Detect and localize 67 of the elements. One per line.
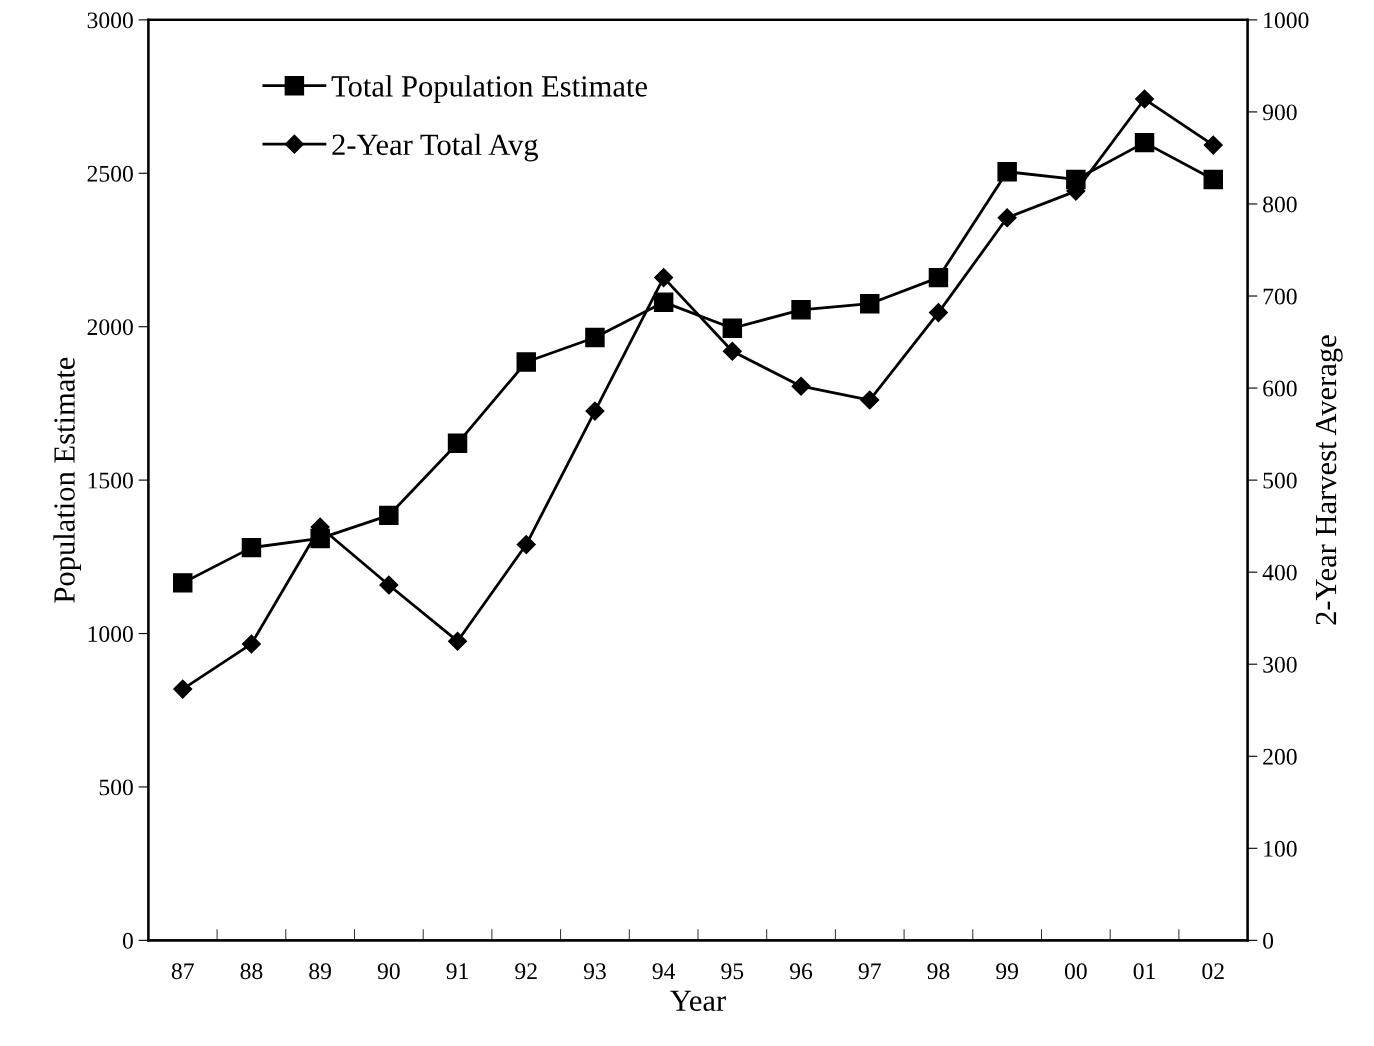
y2-tick-label: 900 (1262, 104, 1297, 121)
point (997, 208, 1017, 228)
legend-label: 2-Year Total Avg (332, 133, 539, 162)
y2-tick-label: 300 (1263, 656, 1297, 673)
point (860, 293, 880, 314)
x-tick-label: 95 (721, 963, 744, 980)
y2-tick-label: 700 (1263, 288, 1297, 305)
point (173, 573, 193, 593)
point (241, 634, 261, 654)
y-tick-label: 2500 (87, 165, 133, 182)
x-tick-label: 94 (652, 963, 676, 980)
x-tick-label: 97 (858, 963, 881, 980)
point (1135, 89, 1155, 109)
x-tick-label: 98 (927, 963, 950, 980)
point (928, 267, 949, 288)
x-tick-label: 02 (1202, 963, 1224, 980)
point (1203, 169, 1223, 190)
point (585, 327, 605, 348)
point (860, 390, 880, 410)
y2-tick-label: 100 (1264, 840, 1297, 857)
y-tick-label: 0 (122, 932, 133, 949)
point (722, 341, 742, 361)
x-tick-label: 91 (446, 963, 468, 980)
x-tick-label: 99 (996, 963, 1018, 980)
legend-label: Total Population Estimate (331, 75, 647, 103)
point (447, 433, 468, 454)
x-axis-title: Year (670, 990, 726, 1012)
y2-tick-label: 200 (1263, 748, 1297, 765)
y2-tick-label: 500 (1263, 472, 1297, 489)
point (791, 300, 811, 320)
point (654, 268, 674, 288)
y2-tick-label: 800 (1263, 196, 1297, 213)
y2-tick-label: 0 (1263, 932, 1274, 949)
point (173, 679, 193, 699)
point (516, 535, 536, 555)
y-tick-label: 2000 (87, 319, 133, 336)
x-tick-label: 00 (1064, 963, 1087, 980)
y-tick-label: 1500 (88, 472, 133, 489)
point (516, 352, 536, 372)
x-tick-label: 88 (240, 963, 263, 980)
y2-tick-label: 600 (1263, 380, 1297, 397)
point (722, 318, 743, 338)
y-tick-label: 1000 (88, 626, 133, 642)
y2-tick-label: 400 (1262, 564, 1297, 581)
y-axis-title: Population Estimate (53, 357, 82, 603)
x-tick-label: 96 (790, 963, 813, 980)
point (653, 292, 674, 312)
point (379, 505, 399, 526)
y-tick-label: 3000 (87, 12, 133, 29)
point (997, 162, 1017, 182)
point (585, 401, 605, 421)
point (1134, 132, 1155, 153)
point (448, 631, 468, 651)
x-tick-label: 87 (171, 963, 194, 980)
point (928, 303, 948, 323)
x-tick-label: 93 (583, 963, 606, 980)
x-tick-label: 01 (1133, 963, 1155, 980)
point (791, 376, 811, 396)
x-tick-label: 92 (515, 963, 537, 980)
y2-tick-label: 1000 (1264, 12, 1309, 29)
y2-axis-title: 2-Year Harvest Average (1315, 335, 1343, 625)
point (241, 537, 262, 558)
point (1203, 135, 1223, 155)
x-tick-label: 89 (309, 963, 331, 980)
y-tick-label: 500 (99, 779, 133, 796)
point (379, 575, 399, 595)
x-tick-label: 90 (377, 963, 400, 980)
